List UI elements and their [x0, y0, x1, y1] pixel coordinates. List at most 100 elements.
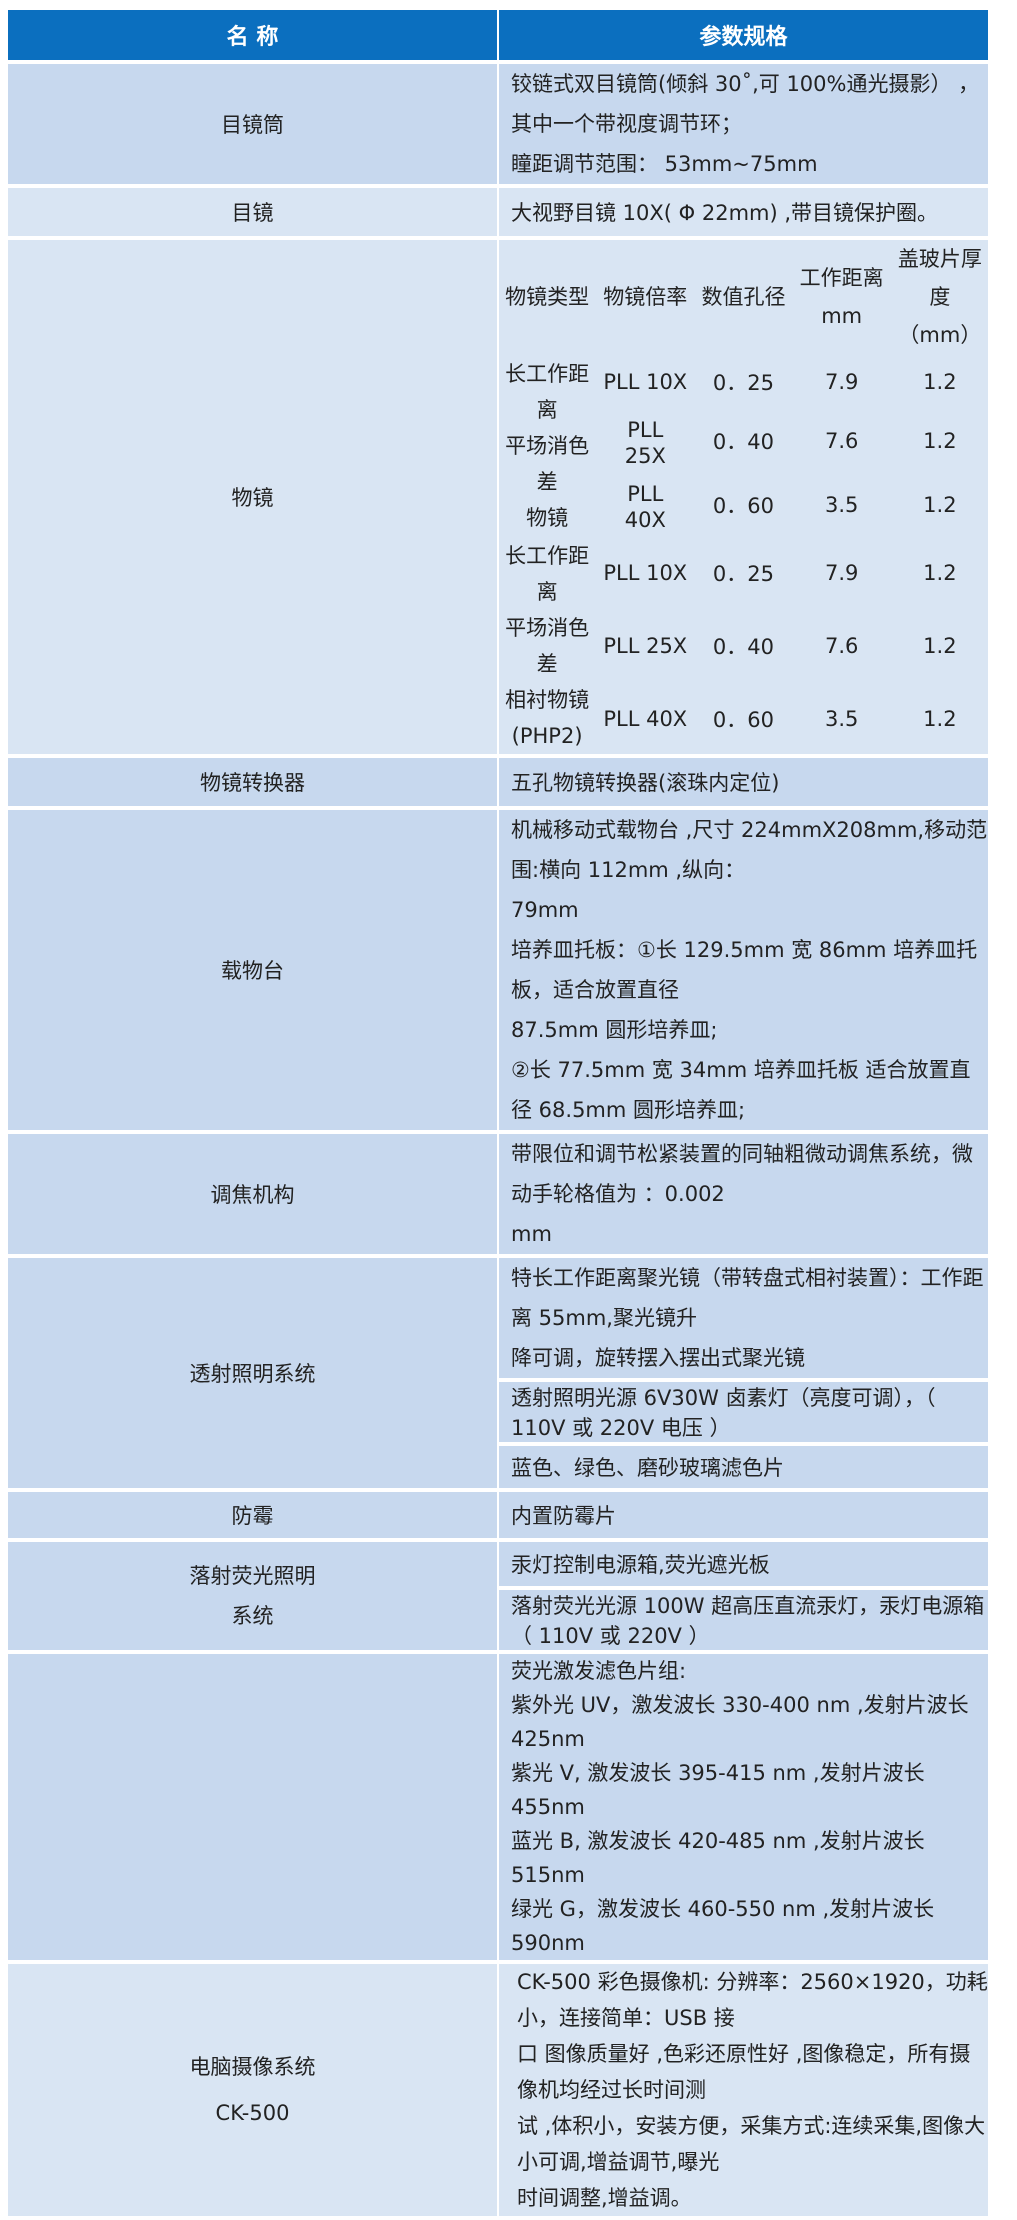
row-antimold: 防霉 内置防霉片	[8, 1492, 988, 1538]
cover-glass: 1.2	[891, 474, 988, 536]
row-spec: 大视野目镜 10X( Φ 22mm) ,带目镜保护圈。	[499, 188, 988, 236]
numerical-aperture: 0．40	[695, 610, 792, 682]
sub-header: 数值孔径	[695, 240, 792, 354]
row-name: 调焦机构	[8, 1134, 497, 1254]
working-distance: 3.5	[793, 474, 890, 536]
row-spec: 机械移动式载物台 ,尺寸 224mmX208mm,移动范围:横向 112mm ,…	[499, 810, 988, 1130]
spec-line: 口 图像质量好 ,色彩还原性好 ,图像稳定，所有摄像机均经过长时间测	[517, 2042, 971, 2102]
magnification: PLL 10X	[597, 356, 694, 409]
objective-type: 长工作距离平场消色差物镜	[499, 356, 596, 536]
row-camera: 电脑摄像系统 CK-500 CK-500 彩色摄像机: 分辨率：2560×192…	[8, 1964, 988, 2216]
spec-line: 带限位和调节松紧装置的同轴粗微动调焦系统，微动手轮格值为 ：0.002	[511, 1142, 973, 1206]
numerical-aperture: 0．60	[695, 683, 792, 754]
sub-header: 物镜倍率	[597, 240, 694, 354]
name-line: 落射荧光照明	[189, 1564, 316, 1588]
objective-type: 长工作距离 平场消色差 相衬物镜 (PHP2)	[499, 538, 596, 754]
name-line: CK-500	[215, 2101, 290, 2125]
magnification: PLL 40X	[597, 683, 694, 754]
spec-line: 蓝光 B, 激发波长 420-485 nm ,发射片波长 515nm	[511, 1829, 925, 1887]
row-spec: CK-500 彩色摄像机: 分辨率：2560×1920，功耗小，连接简单：USB…	[499, 1964, 988, 2216]
row-name: 物镜转换器	[8, 758, 497, 806]
objective-row: PLL 40X 0．60 3.5 1.2	[499, 683, 988, 754]
row-name: 防霉	[8, 1492, 497, 1538]
cover-glass: 1.2	[891, 410, 988, 473]
magnification: PLL 10X	[597, 538, 694, 609]
row-filters: 荧光激发滤色片组: 紫外光 UV，激发波长 330-400 nm ,发射片波长 …	[8, 1654, 988, 1960]
objective-row: 长工作距离 平场消色差 相衬物镜 (PHP2) PLL 10X 0．25 7.9 1.2	[499, 538, 988, 754]
spec-part: 透射照明光源 6V30W 卤素灯（亮度可调），（ 110V 或 220V 电压 …	[499, 1382, 988, 1442]
row-eyepiece-tube: 目镜筒 铰链式双目镜筒(倾斜 30˚,可 100%通光摄影） ，其中一个带视度调…	[8, 64, 988, 184]
working-distance: 7.6	[793, 410, 890, 473]
spec-line: 铰链式双目镜筒(倾斜 30˚,可 100%通光摄影） ，其中一个带视度调节环；	[511, 72, 980, 136]
row-epi: 落射荧光照明 系统 汞灯控制电源箱,荧光遮光板 落射荧光光源 100W 超高压直…	[8, 1542, 988, 1650]
row-name	[8, 1654, 497, 1960]
spec-line: 紫光 V, 激发波长 395-415 nm ,发射片波长 455nm	[511, 1761, 925, 1819]
working-distance: 7.9	[793, 356, 890, 409]
row-spec: 带限位和调节松紧装置的同轴粗微动调焦系统，微动手轮格值为 ：0.002 mm	[499, 1134, 988, 1254]
objective-subtable: 物镜类型 物镜倍率 数值孔径 工作距离 mm 盖玻片厚度 （mm） 长工作距离 平场消…	[497, 238, 990, 756]
magnification: PLL 40X	[597, 474, 694, 536]
numerical-aperture: 0．25	[695, 356, 792, 409]
row-name: 物镜	[8, 240, 497, 754]
spec-part: 蓝色、绿色、磨砂玻璃滤色片	[499, 1446, 988, 1488]
spec-line: 荧光激发滤色片组:	[511, 1659, 687, 1683]
spec-line: 绿光 G，激发波长 460-550 nm ,发射片波长 590nm	[511, 1897, 935, 1955]
objective-row: PLL 40X 0．60 3.5 1.2	[499, 474, 988, 536]
type-line: 长工作距离	[505, 362, 590, 422]
row-transmitted: 透射照明系统 特长工作距离聚光镜（带转盘式相衬装置）：工作距离 55mm,聚光镜…	[8, 1258, 988, 1488]
row-stage: 载物台 机械移动式载物台 ,尺寸 224mmX208mm,移动范围:横向 112…	[8, 810, 988, 1130]
row-name: 载物台	[8, 810, 497, 1130]
cover-glass: 1.2	[891, 610, 988, 682]
objective-row: PLL 25X 0．40 7.6 1.2	[499, 610, 988, 682]
objective-subtable-cell: 物镜类型 物镜倍率 数值孔径 工作距离 mm 盖玻片厚度 （mm） 长工作距离 平场消…	[499, 240, 988, 754]
row-name: 目镜	[8, 188, 497, 236]
magnification: PLL 25X	[597, 610, 694, 682]
row-name: 目镜筒	[8, 64, 497, 184]
type-line: 长工作距离	[505, 544, 590, 604]
row-eyepiece: 目镜 大视野目镜 10X( Φ 22mm) ,带目镜保护圈。	[8, 188, 988, 236]
header-spec: 参数规格	[499, 10, 988, 60]
row-spec: 特长工作距离聚光镜（带转盘式相衬装置）：工作距离 55mm,聚光镜升 降可调，旋…	[499, 1258, 988, 1488]
spec-line: 79mm	[511, 898, 579, 922]
spec-line: 特长工作距离聚光镜（带转盘式相衬装置）：工作距离 55mm,聚光镜升	[511, 1266, 984, 1330]
working-distance: 7.9	[793, 538, 890, 609]
name-line: 电脑摄像系统	[189, 2055, 316, 2079]
numerical-aperture: 0．25	[695, 538, 792, 609]
spec-line: 时间调整,增益调。	[517, 2186, 692, 2210]
type-line: 平场消色差	[505, 434, 590, 494]
spec-line: ②长 77.5mm 宽 34mm 培养皿托板 适合放置直径 68.5mm 圆形培…	[511, 1058, 971, 1122]
row-focus: 调焦机构 带限位和调节松紧装置的同轴粗微动调焦系统，微动手轮格值为 ：0.002…	[8, 1134, 988, 1254]
numerical-aperture: 0．60	[695, 474, 792, 536]
row-name: 电脑摄像系统 CK-500	[8, 1964, 497, 2216]
row-name: 落射荧光照明 系统	[8, 1542, 497, 1650]
type-line: 物镜	[526, 506, 569, 530]
type-line: 平场消色差	[505, 616, 590, 676]
numerical-aperture: 0．40	[695, 410, 792, 473]
spec-line: CK-500 彩色摄像机: 分辨率：2560×1920，功耗小，连接简单：USB…	[517, 1970, 988, 2030]
spec-part: 汞灯控制电源箱,荧光遮光板	[499, 1542, 988, 1586]
row-name: 透射照明系统	[8, 1258, 497, 1488]
sub-header: 工作距离 mm	[793, 240, 890, 354]
row-spec: 五孔物镜转换器(滚珠内定位)	[499, 758, 988, 806]
header-name: 名 称	[8, 10, 497, 60]
row-spec: 汞灯控制电源箱,荧光遮光板 落射荧光光源 100W 超高压直流汞灯，汞灯电源箱（…	[499, 1542, 988, 1650]
sub-header: 盖玻片厚度 （mm）	[891, 240, 988, 354]
spec-line: 紫外光 UV，激发波长 330-400 nm ,发射片波长 425nm	[511, 1693, 969, 1751]
spec-line: mm	[511, 1222, 552, 1246]
spec-table: 名 称 参数规格 目镜筒 铰链式双目镜筒(倾斜 30˚,可 100%通光摄影） …	[6, 6, 990, 2220]
row-nosepiece: 物镜转换器 五孔物镜转换器(滚珠内定位)	[8, 758, 988, 806]
working-distance: 7.6	[793, 610, 890, 682]
spec-line: 瞳距调节范围： 53mm~75mm	[511, 152, 818, 176]
inner-table: 汞灯控制电源箱,荧光遮光板 落射荧光光源 100W 超高压直流汞灯，汞灯电源箱（…	[499, 1538, 988, 1654]
row-spec: 铰链式双目镜筒(倾斜 30˚,可 100%通光摄影） ，其中一个带视度调节环； …	[499, 64, 988, 184]
spec-line: 试 ,体积小，安装方便，采集方式:连续采集,图像大小可调,增益调节,曝光	[517, 2114, 986, 2174]
spec-part: 落射荧光光源 100W 超高压直流汞灯，汞灯电源箱（ 110V 或 220V ）	[499, 1590, 988, 1650]
cover-glass: 1.2	[891, 683, 988, 754]
spec-line: 降可调，旋转摆入摆出式聚光镜	[511, 1346, 805, 1370]
spec-line: 机械移动式载物台 ,尺寸 224mmX208mm,移动范围:横向 112mm ,…	[511, 818, 988, 882]
name-line: 系统	[231, 1604, 274, 1628]
objective-row: 长工作距离 平场消色差 物镜 PLL 10X 0．25 7.9 1.2	[499, 356, 988, 536]
working-distance: 3.5	[793, 683, 890, 754]
type-line: (PHP2)	[511, 724, 583, 748]
cover-glass: 1.2	[891, 538, 988, 609]
